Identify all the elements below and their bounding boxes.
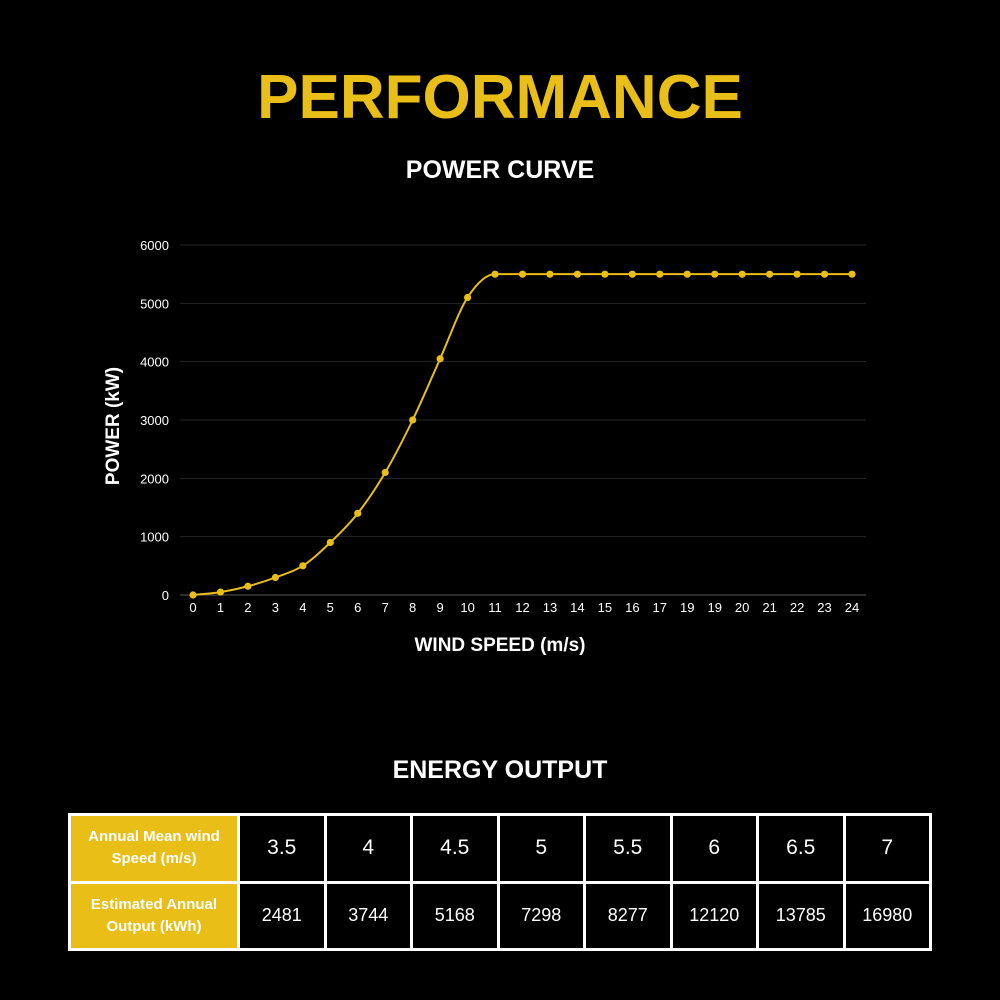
x-tick-label: 3 [272, 600, 279, 615]
data-point [656, 270, 664, 278]
energy-output-title: ENERGY OUTPUT [392, 756, 608, 784]
x-tick-label: 16 [625, 600, 639, 615]
page-title: PERFORMANCE [257, 63, 743, 132]
x-axis-label: WIND SPEED (m/s) [414, 635, 585, 656]
x-tick-label: 19 [680, 600, 694, 615]
y-tick-label: 4000 [140, 355, 169, 370]
power-curve-points [189, 270, 856, 599]
x-tick-label: 13 [543, 600, 557, 615]
annual-output-cell: 13785 [756, 880, 846, 951]
x-tick-label: 14 [570, 600, 584, 615]
chart-title: POWER CURVE [405, 156, 595, 184]
y-tick-label: 0 [162, 588, 169, 603]
data-point [381, 468, 389, 477]
y-tick-label: 5000 [140, 296, 169, 311]
data-point [271, 573, 279, 582]
x-tick-label: 8 [409, 600, 416, 615]
data-point [409, 416, 417, 424]
data-point [189, 591, 197, 599]
annual-output-cell: 8277 [583, 880, 673, 951]
x-tick-label: 10 [460, 600, 474, 615]
data-point [491, 270, 499, 278]
y-axis-label: POWER (kW) [103, 367, 124, 485]
data-point [738, 270, 746, 278]
data-point [244, 582, 252, 590]
x-tick-label: 21 [762, 600, 776, 615]
y-tick-label: 2000 [140, 471, 169, 486]
energy-output-table: Annual Mean wind Speed (m/s) 3.5 4 4.5 5… [68, 813, 932, 951]
wind-speed-cell: 5.5 [583, 813, 673, 884]
x-tick-label: 6 [354, 600, 361, 615]
y-tick-label: 3000 [140, 413, 169, 428]
data-point [848, 270, 856, 278]
x-tick-label: 23 [817, 600, 831, 615]
data-point [628, 270, 636, 278]
data-point [299, 562, 307, 570]
data-point [546, 270, 554, 278]
data-point [463, 293, 472, 302]
x-tick-label: 12 [515, 600, 529, 615]
wind-speed-cell: 6.5 [756, 813, 846, 884]
x-tick-label: 1 [217, 600, 224, 615]
data-point [601, 270, 609, 278]
annual-output-cell: 16980 [842, 880, 932, 951]
data-point [216, 588, 225, 596]
data-point [436, 355, 444, 363]
data-point [326, 538, 334, 547]
data-point [573, 270, 582, 278]
annual-output-row: Estimated Annual Output (kWh) 2481 3744 … [68, 880, 932, 951]
x-tick-label: 22 [790, 600, 804, 615]
x-tick-label: 20 [735, 600, 749, 615]
data-point [766, 270, 774, 278]
wind-speed-cell: 4 [323, 813, 413, 884]
annual-output-cell: 2481 [237, 880, 327, 951]
x-tick-label: 0 [189, 600, 196, 615]
x-tick-label: 9 [437, 600, 444, 615]
wind-speed-cell: 5 [496, 813, 586, 884]
annual-output-cell: 12120 [669, 880, 759, 951]
wind-speed-cell: 6 [669, 813, 759, 884]
x-tick-label: 15 [598, 600, 612, 615]
wind-speed-cell: 4.5 [410, 813, 500, 884]
annual-output-cell: 7298 [496, 880, 586, 951]
wind-speed-cell: 7 [842, 813, 932, 884]
data-point [793, 270, 801, 278]
wind-speed-header: Annual Mean wind Speed (m/s) [68, 813, 240, 884]
x-tick-label: 11 [488, 600, 502, 615]
chart-gridlines [180, 244, 866, 538]
wind-speed-row: Annual Mean wind Speed (m/s) 3.5 4 4.5 5… [68, 813, 932, 884]
annual-output-header: Estimated Annual Output (kWh) [68, 880, 240, 951]
annual-output-cell: 5168 [410, 880, 500, 951]
x-tick-label: 5 [327, 600, 334, 615]
x-tick-label: 2 [244, 600, 251, 615]
annual-output-cell: 3744 [323, 880, 413, 951]
data-point [820, 270, 829, 278]
x-tick-label: 4 [299, 600, 306, 615]
wind-speed-cell: 3.5 [237, 813, 327, 884]
x-tick-labels: 0 1 2 3 4 5 6 7 8 9 10 11 12 13 14 15 16 17 19 19 20 21 22 23 24 [189, 600, 859, 615]
x-tick-label: 17 [653, 600, 667, 615]
data-point [354, 509, 362, 517]
x-tick-label: 19 [707, 600, 721, 615]
data-point [683, 270, 691, 278]
x-tick-label: 7 [382, 600, 389, 615]
y-tick-labels: 0 1000 2000 3000 4000 5000 6000 [140, 238, 169, 603]
y-tick-label: 6000 [140, 238, 169, 253]
data-point [711, 270, 719, 278]
power-curve-line [192, 273, 852, 596]
y-tick-label: 1000 [140, 530, 169, 545]
x-tick-label: 24 [845, 600, 859, 615]
data-point [518, 270, 527, 278]
